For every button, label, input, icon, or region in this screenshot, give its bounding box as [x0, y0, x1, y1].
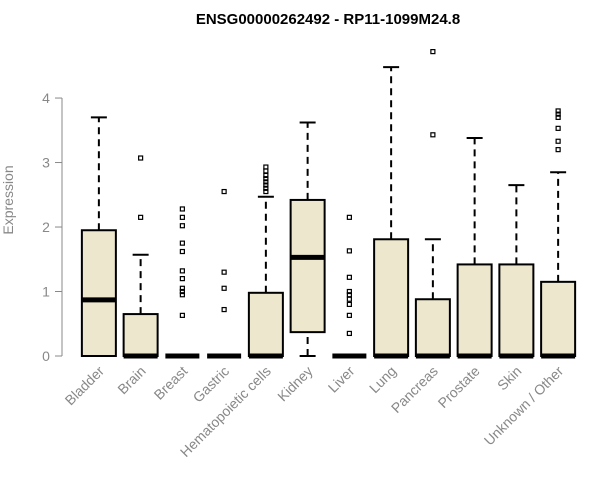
box-7: [373, 66, 410, 359]
outlier-point: [346, 214, 352, 220]
y-tick-label: 4: [42, 90, 50, 106]
y-tick-label: 0: [42, 348, 50, 364]
outlier-point: [555, 114, 561, 120]
box-5: [289, 121, 326, 357]
outlier-point: [221, 269, 227, 275]
outlier-point: [179, 292, 185, 298]
outlier-point: [263, 185, 269, 191]
outlier-point: [346, 296, 352, 302]
outlier-point: [221, 306, 227, 313]
chart-title: ENSG00000262492 - RP11-1099M24.8: [196, 11, 460, 28]
outlier-point: [179, 312, 185, 318]
box-body: [122, 313, 159, 357]
box-body: [456, 263, 493, 358]
box-body: [80, 229, 117, 358]
outlier-point: [430, 49, 436, 55]
box-9: [456, 137, 493, 359]
outlier-point: [179, 276, 185, 282]
outlier-point: [179, 285, 185, 291]
x-tick-label: Bladder: [62, 363, 108, 409]
outlier-point: [346, 288, 352, 295]
x-tick-label: Brain: [114, 363, 148, 397]
outlier-point: [430, 132, 436, 138]
x-tick-label: Unknown / Other: [481, 363, 567, 449]
outlier-point: [221, 188, 227, 195]
box-body: [414, 298, 451, 358]
outlier-point: [555, 108, 561, 114]
outlier-point: [263, 188, 269, 195]
outlier-point: [346, 312, 352, 318]
y-tick-label: 3: [42, 155, 50, 171]
box-body: [289, 198, 326, 334]
box-0: [80, 116, 117, 358]
outlier-point: [179, 223, 185, 229]
box-body: [540, 280, 577, 357]
outlier-point: [346, 274, 352, 280]
outlier-point: [179, 268, 185, 274]
box-6: [332, 214, 367, 359]
y-tick-label: 1: [42, 284, 50, 300]
outlier-point: [179, 206, 185, 212]
box-body: [247, 291, 284, 357]
y-axis-label: Expression: [0, 165, 16, 234]
y-axis: 0 1 2 3 4: [42, 90, 63, 364]
outlier-point: [263, 179, 269, 185]
outlier-point: [263, 182, 269, 188]
outlier-point: [179, 214, 185, 220]
outlier-point: [555, 138, 561, 144]
x-tick-label: Breast: [151, 363, 191, 403]
outlier-point: [346, 292, 352, 298]
box-1: [122, 155, 159, 359]
outlier-point: [263, 176, 269, 182]
outlier-point: [555, 147, 561, 153]
box-11: [540, 108, 577, 359]
outlier-point: [138, 214, 144, 220]
box-body: [373, 238, 410, 357]
outlier-point: [221, 285, 227, 291]
x-tick-label: Prostate: [435, 363, 483, 411]
box-10: [498, 184, 535, 359]
box-3: [207, 188, 242, 359]
x-tick-label: Skin: [494, 363, 525, 394]
outlier-point: [346, 301, 352, 308]
outlier-point: [555, 125, 561, 131]
outlier-point: [179, 240, 185, 246]
box-2: [165, 206, 200, 359]
x-tick-label: Kidney: [274, 363, 316, 405]
x-tick-label: Liver: [325, 363, 358, 396]
outlier-point: [179, 248, 185, 255]
plot-area: [80, 49, 577, 359]
box-8: [414, 49, 451, 359]
box-4: [247, 164, 284, 359]
box-body: [498, 263, 535, 358]
x-tick-label: Lung: [366, 363, 399, 396]
outlier-point: [346, 330, 352, 337]
outlier-point: [138, 155, 144, 161]
outlier-point: [346, 248, 352, 254]
y-tick-label: 2: [42, 219, 50, 235]
outlier-point: [263, 164, 269, 170]
outlier-point: [179, 288, 185, 295]
outlier-point: [555, 111, 561, 117]
